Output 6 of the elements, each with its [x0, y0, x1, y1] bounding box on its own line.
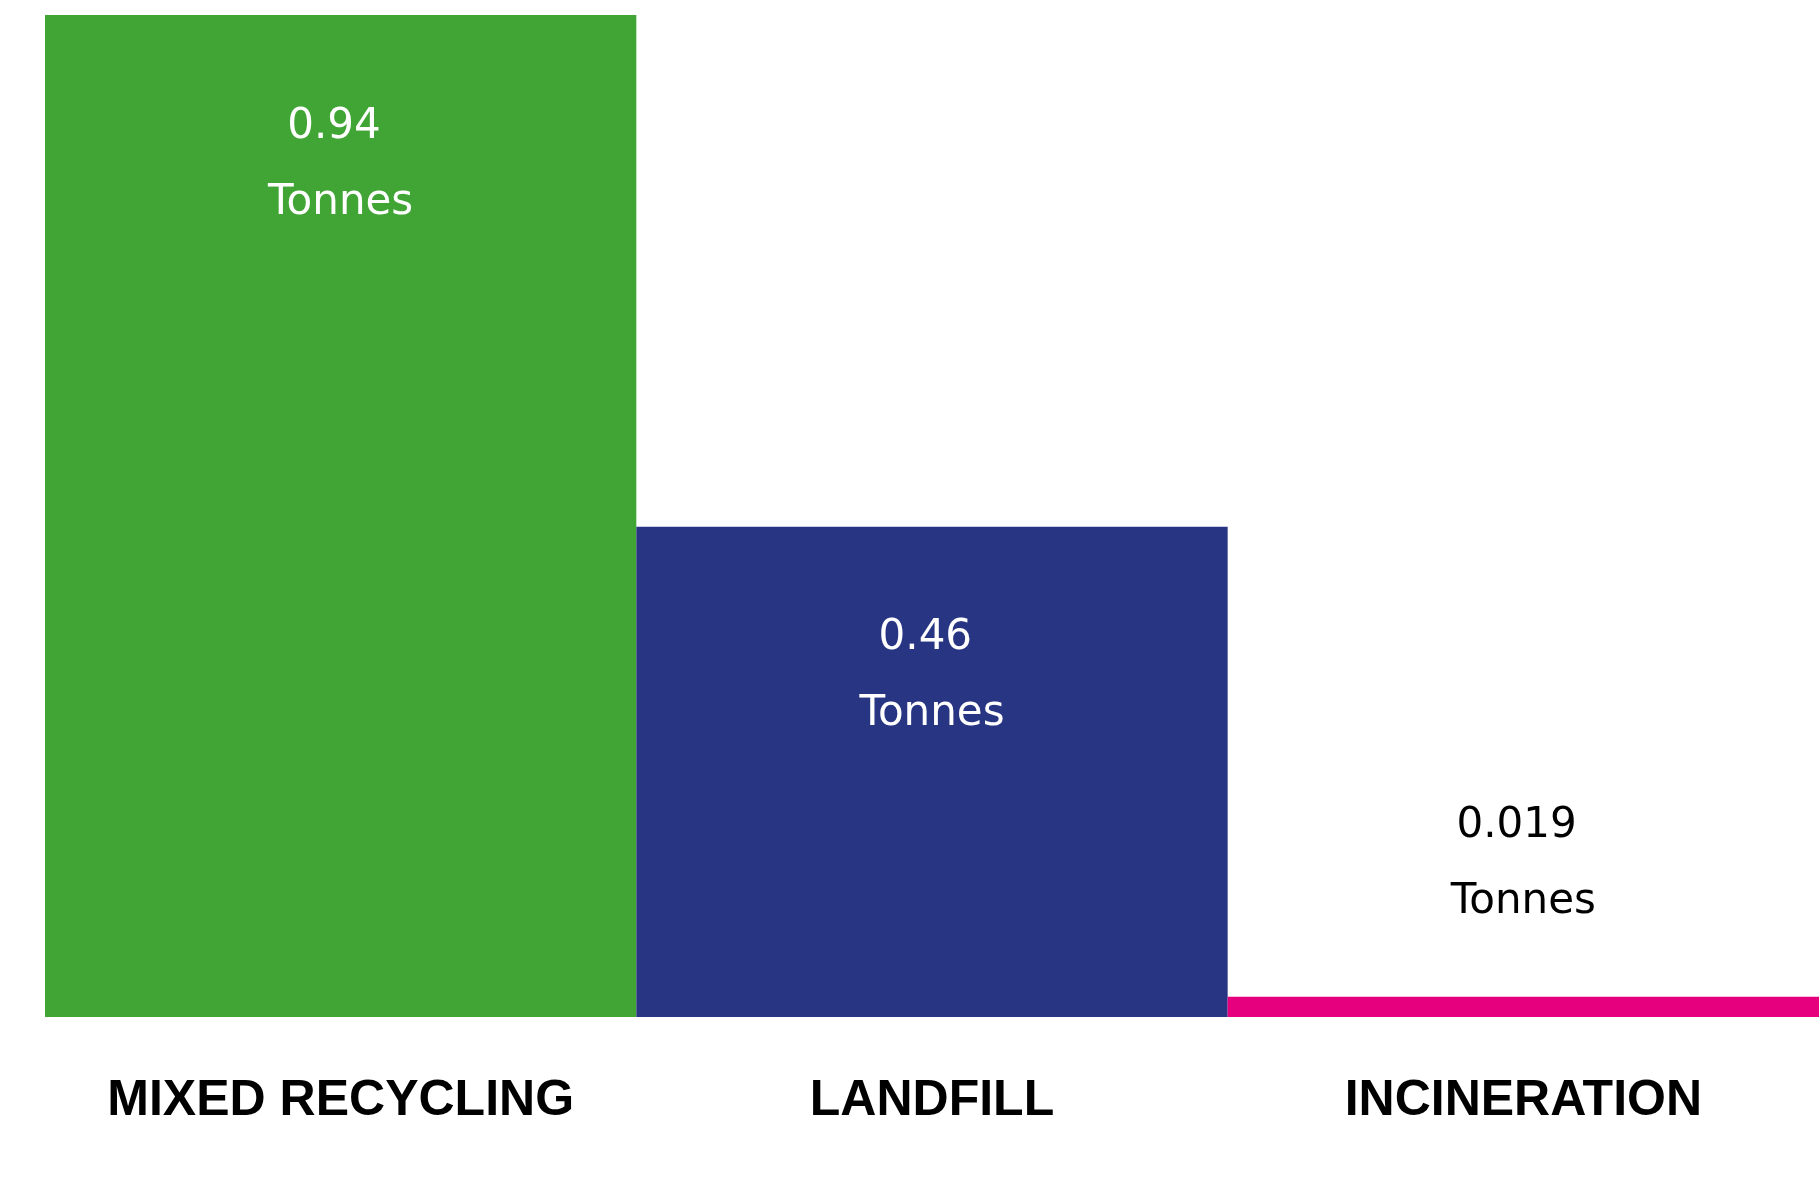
data-label: 0.46 Tonnes [858, 610, 1005, 736]
data-label: 0.94 Tonnes [267, 98, 414, 224]
x-tick-label: MIXED RECYCLING [107, 1070, 575, 1126]
x-tick-label: LANDFILL [809, 1070, 1055, 1126]
data-label: 0.019 Tonnes [1449, 798, 1596, 924]
x-tick-label: INCINERATION [1344, 1070, 1703, 1126]
